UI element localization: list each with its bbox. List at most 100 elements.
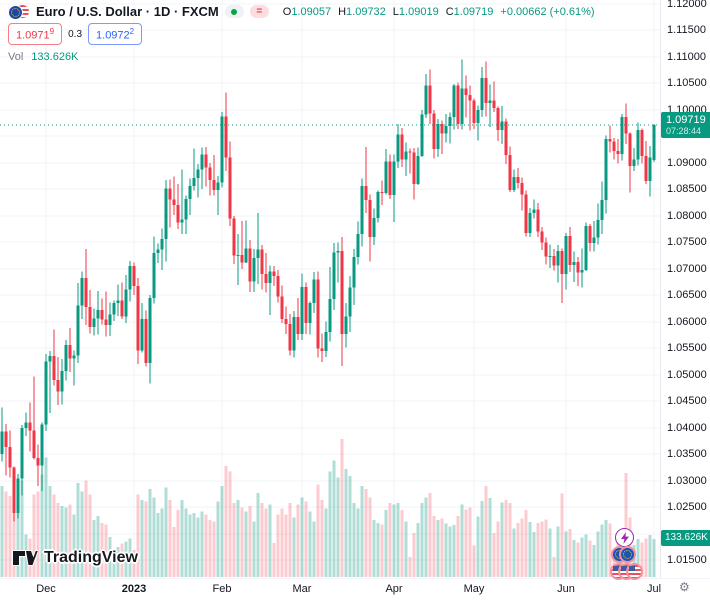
lightning-event-icon[interactable] [615, 528, 634, 547]
buy-button[interactable]: 1.09722 [88, 23, 143, 45]
candle [140, 303, 144, 353]
sell-button[interactable]: 1.09719 [8, 23, 63, 45]
price-tick-label: 1.05500 [667, 342, 707, 355]
candle [480, 67, 484, 117]
price-tick-label: 1.10500 [667, 77, 707, 90]
candle [608, 125, 612, 153]
candle [412, 148, 416, 200]
candle [156, 243, 160, 263]
candle [556, 244, 560, 283]
candle [352, 249, 356, 305]
candle [88, 289, 92, 334]
candle [264, 252, 268, 293]
candle [48, 350, 52, 413]
candle [124, 275, 128, 323]
price-tick-label: 1.06000 [667, 315, 707, 328]
candle [280, 285, 284, 323]
candle [284, 306, 288, 334]
time-tick-label: Jun [557, 583, 575, 595]
candle [108, 302, 112, 337]
bar-countdown: 07:28:44 [666, 125, 702, 136]
candle [12, 466, 16, 522]
candle [356, 221, 360, 265]
candle [524, 190, 528, 237]
candle [60, 358, 64, 405]
candle [196, 163, 200, 198]
ohlc-values: O1.09057 H1.09732 L1.09019 C1.09719 +0.0… [283, 6, 595, 18]
candle [152, 236, 156, 304]
time-tick-label: May [463, 583, 485, 595]
candle [224, 92, 228, 171]
eur-events-coin-icon[interactable] [611, 546, 636, 563]
candle [116, 284, 120, 316]
chart-legend: Euro / U.S. Dollar · 1D · FXCM = O1.0905… [8, 3, 595, 63]
low-value: 1.09019 [398, 5, 439, 18]
candle [368, 194, 372, 262]
candle [512, 169, 516, 192]
candle [540, 226, 544, 251]
candle [32, 376, 36, 460]
candle [572, 251, 576, 283]
candle [272, 266, 276, 287]
change-value: +0.00662 (+0.61%) [500, 5, 595, 18]
candle [604, 135, 608, 214]
candle [228, 141, 232, 226]
symbol-title[interactable]: Euro / U.S. Dollar · 1D · FXCM [36, 4, 219, 19]
candle [52, 329, 56, 386]
candle [476, 105, 480, 141]
price-tick-label: 1.04000 [667, 421, 707, 434]
candle [420, 109, 424, 158]
tradingview-logo[interactable]: TradingView [12, 548, 138, 568]
time-tick-label: Feb [212, 583, 232, 595]
tradingview-logo-text: TradingView [44, 549, 138, 566]
candle [456, 82, 460, 129]
data-flag-pill[interactable]: = [249, 5, 269, 18]
price-tick-label: 1.04500 [667, 395, 707, 408]
open-label: O [282, 5, 292, 18]
candle [248, 240, 252, 293]
candle [536, 203, 540, 237]
candle [136, 277, 140, 365]
price-tick-label: 1.07000 [667, 262, 707, 275]
candle [628, 132, 632, 193]
candle [120, 282, 124, 320]
candle [416, 147, 420, 186]
time-axis[interactable]: Dec 2023 Feb Mar Apr May Jun Jul [0, 579, 710, 600]
candle [292, 311, 296, 358]
candle [324, 321, 328, 358]
candle [648, 145, 652, 197]
candle [176, 184, 180, 230]
volume-axis-badge: 133.626K [661, 529, 710, 546]
time-tick-label: Dec [36, 583, 56, 595]
candle [364, 146, 368, 214]
candle [240, 221, 244, 269]
usd-events-coin-icon[interactable] [610, 563, 643, 580]
last-price-badge: 1.09719 07:28:44 [661, 111, 710, 138]
price-tick-label: 1.02500 [667, 501, 707, 514]
candle [320, 333, 324, 362]
candle [312, 271, 316, 314]
eu-flag-icon [8, 4, 23, 20]
candle [644, 141, 648, 185]
market-status-pill[interactable] [224, 5, 244, 18]
price-tick-label: 1.11500 [667, 24, 706, 37]
candle [36, 444, 40, 486]
candle [496, 106, 500, 142]
gear-icon[interactable]: ⚙ [679, 580, 690, 594]
candle [340, 236, 344, 367]
candle [424, 73, 428, 118]
price-axis-separator [660, 0, 661, 578]
candle [220, 112, 224, 188]
candle [304, 282, 308, 334]
price-tick-label: 1.09000 [667, 156, 707, 169]
candle [508, 146, 512, 192]
time-tick-label: Jul [646, 583, 662, 595]
candle [588, 223, 592, 252]
candle [400, 127, 404, 168]
time-tick-label: Apr [385, 583, 403, 595]
candle [300, 273, 304, 341]
volume-label: Vol [8, 51, 24, 63]
candle [584, 222, 588, 271]
candle [444, 114, 448, 143]
